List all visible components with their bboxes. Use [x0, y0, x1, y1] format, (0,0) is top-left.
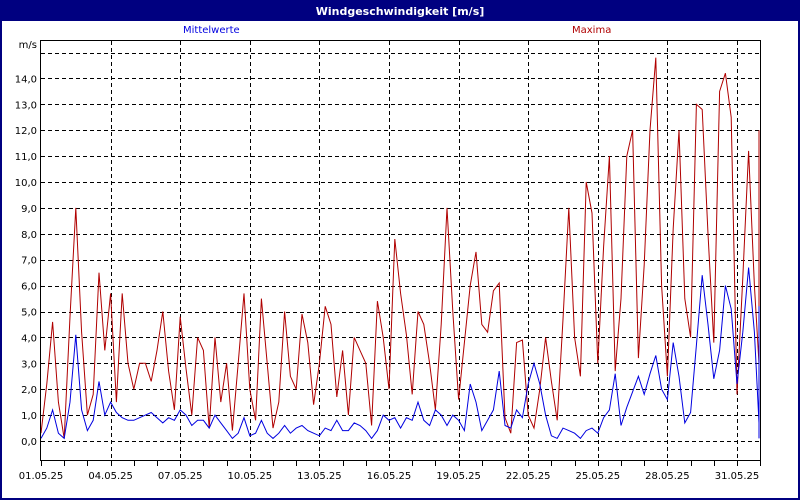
y-axis-unit: m/s: [19, 40, 37, 51]
y-tick-label: 5,0: [21, 308, 37, 319]
x-tick-label: 25.05.25: [576, 471, 621, 482]
legend-mean: Mittelwerte: [183, 25, 240, 36]
x-tick-label: 10.05.25: [228, 471, 273, 482]
y-tick-label: 6,0: [21, 282, 37, 293]
y-tick-label: 4,0: [21, 333, 37, 344]
plot-frame: [40, 40, 761, 461]
x-tick-label: 01.05.25: [19, 471, 64, 482]
y-tick-label: 1,0: [21, 411, 37, 422]
x-tick-label: 07.05.25: [158, 471, 203, 482]
x-tick-label: 22.05.25: [506, 471, 551, 482]
window-title: Windgeschwindigkeit [m/s]: [2, 2, 798, 21]
y-tick-label: 10,0: [15, 178, 37, 189]
y-tick-label: 11,0: [15, 152, 37, 163]
y-tick-label: 7,0: [21, 256, 37, 267]
series-maxima-line: [40, 57, 760, 439]
y-tick-label: 12,0: [15, 126, 37, 137]
y-axis: 0,0 1,0 2,0 3,0 4,0 5,0 6,0 7,0 8,0 9,0 10,0 11,0 12…: [15, 40, 37, 448]
grid-lines: [41, 41, 760, 460]
x-tick-label: 13.05.25: [297, 471, 342, 482]
x-tick-label: 31.05.25: [715, 471, 760, 482]
x-axis: 01.05.25 04.05.25 07.05.25 10.05.25 13.05.25…: [19, 461, 761, 482]
y-tick-label: 13,0: [15, 100, 37, 111]
y-tick-label: 3,0: [21, 359, 37, 370]
x-tick-label: 19.05.25: [436, 471, 481, 482]
legend-max: Maxima: [572, 25, 612, 36]
y-tick-label: 14,0: [15, 74, 37, 85]
y-tick-label: 8,0: [21, 230, 37, 241]
x-tick-label: 16.05.25: [367, 471, 412, 482]
series-mean-line: [40, 267, 760, 440]
y-tick-label: 0,0: [21, 437, 37, 448]
y-tick-label: 2,0: [21, 385, 37, 396]
y-tick-label: 9,0: [21, 204, 37, 215]
x-tick-label: 28.05.25: [645, 471, 690, 482]
x-tick-label: 04.05.25: [88, 471, 133, 482]
